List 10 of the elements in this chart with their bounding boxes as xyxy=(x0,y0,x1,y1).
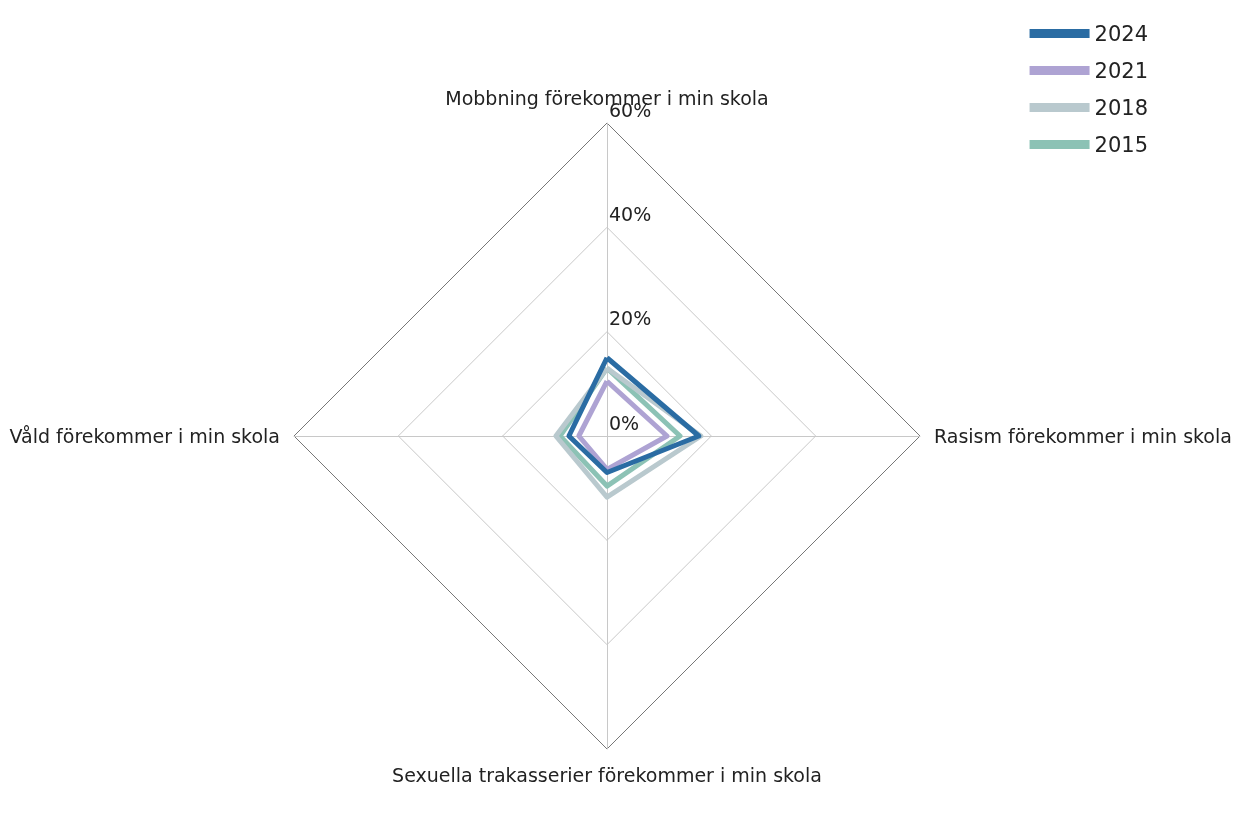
legend-label: 2021 xyxy=(1094,58,1149,83)
spoke-label: Våld förekommer i min skola xyxy=(9,425,280,447)
legend-label: 2018 xyxy=(1094,95,1149,120)
y-tick-label: 0% xyxy=(609,411,640,434)
y-tick-label: 20% xyxy=(609,307,652,330)
y-tick-label: 40% xyxy=(609,202,652,225)
legend-label: 2015 xyxy=(1094,132,1149,157)
spoke-label: Sexuella trakasserier förekommer i min skola xyxy=(392,763,822,786)
legend-label: 2024 xyxy=(1094,21,1149,46)
spoke-label: Rasism förekommer i min skola xyxy=(934,425,1232,447)
